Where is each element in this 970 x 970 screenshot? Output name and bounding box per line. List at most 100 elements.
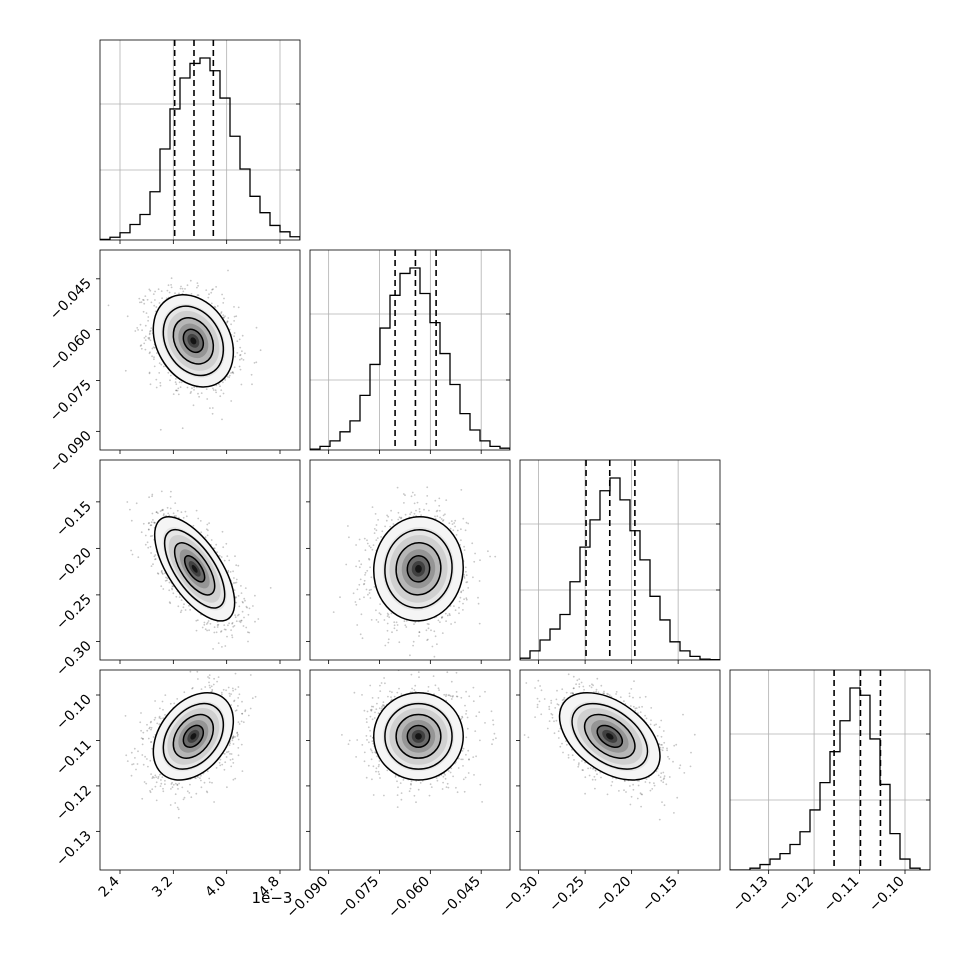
sample-point xyxy=(147,546,150,549)
sample-point xyxy=(236,340,239,343)
sample-point xyxy=(155,511,158,513)
sample-point xyxy=(370,619,373,621)
sample-point xyxy=(149,383,152,386)
sample-point xyxy=(178,292,180,295)
sample-point xyxy=(147,316,150,318)
sample-point xyxy=(203,623,206,626)
sample-point xyxy=(159,773,161,776)
sample-point xyxy=(239,346,242,349)
sample-point xyxy=(460,528,462,531)
sample-point xyxy=(153,365,156,368)
sample-point xyxy=(165,576,167,579)
sample-point xyxy=(458,606,460,609)
sample-point xyxy=(161,509,164,512)
sample-point xyxy=(205,388,208,390)
sample-point xyxy=(144,534,147,537)
sample-point xyxy=(206,621,209,624)
sample-point xyxy=(130,751,133,754)
sample-point xyxy=(235,578,238,581)
sample-point xyxy=(207,620,210,622)
sample-point xyxy=(433,630,436,633)
contour-line xyxy=(183,555,206,583)
sample-point xyxy=(363,579,366,582)
sample-point xyxy=(371,548,374,551)
sample-point xyxy=(446,614,449,617)
panels-layer: 2.4 3.2 4.0 4.8 −0.090 −0.075 −0.060 −0.045 −0.3… xyxy=(47,39,931,921)
sample-point xyxy=(444,513,446,516)
sample-point xyxy=(241,334,244,337)
sample-point xyxy=(154,290,157,293)
sample-point xyxy=(397,511,400,514)
sample-point xyxy=(234,688,237,691)
sample-point xyxy=(360,563,363,566)
sample-point xyxy=(160,509,163,512)
sample-point xyxy=(196,294,199,296)
sample-point xyxy=(183,796,186,799)
sample-point xyxy=(131,763,134,766)
sample-point xyxy=(195,792,198,795)
sample-point xyxy=(176,509,179,512)
sample-point xyxy=(418,631,421,634)
sample-point xyxy=(426,623,429,625)
sample-point xyxy=(231,634,233,637)
sample-point xyxy=(237,686,240,688)
sample-point xyxy=(426,639,428,641)
sample-point xyxy=(354,601,357,603)
contour-line xyxy=(152,293,235,388)
sample-point xyxy=(182,516,185,519)
sample-point xyxy=(431,645,434,648)
sample-point xyxy=(362,583,365,586)
sample-point xyxy=(151,777,154,779)
sample-point xyxy=(384,525,386,528)
density-fill xyxy=(190,337,197,345)
sample-point xyxy=(425,629,428,632)
sample-point xyxy=(442,520,444,522)
contour-line xyxy=(395,542,442,596)
density-panel-1-0 xyxy=(96,249,301,454)
sample-point xyxy=(189,279,192,282)
sample-point xyxy=(139,301,141,304)
sample-point xyxy=(177,788,179,790)
sample-point xyxy=(163,513,165,515)
sample-point xyxy=(243,616,245,619)
sample-point xyxy=(364,571,367,574)
sample-point xyxy=(175,389,178,392)
sample-point xyxy=(150,524,153,527)
sample-point xyxy=(162,514,165,517)
sample-point xyxy=(166,577,169,580)
sample-point xyxy=(381,530,384,533)
sample-point xyxy=(148,372,151,375)
sample-point xyxy=(223,628,226,631)
sample-point xyxy=(148,333,151,336)
sample-point xyxy=(206,629,209,632)
sample-point xyxy=(197,776,199,778)
sample-point xyxy=(175,383,178,386)
sample-point xyxy=(229,571,232,573)
sample-point xyxy=(494,555,497,558)
sample-point xyxy=(223,297,225,300)
sample-point xyxy=(205,623,208,625)
panel-border xyxy=(99,459,301,661)
sample-point xyxy=(164,572,166,575)
sample-point xyxy=(146,298,149,301)
sample-point xyxy=(413,502,416,505)
sample-point xyxy=(168,589,171,592)
sample-point xyxy=(166,579,168,582)
sample-point xyxy=(368,557,370,560)
sample-point xyxy=(228,622,231,625)
sample-point xyxy=(236,614,239,617)
sample-point xyxy=(168,601,171,603)
sample-point xyxy=(140,347,143,350)
sample-point xyxy=(228,667,230,669)
sample-point xyxy=(184,609,187,611)
histogram-step-line xyxy=(100,57,300,240)
sample-point xyxy=(172,393,175,395)
sample-point xyxy=(180,599,183,601)
sample-point xyxy=(162,588,165,590)
sample-point xyxy=(254,594,256,597)
sample-point xyxy=(153,521,156,524)
sample-point xyxy=(454,525,456,528)
sample-point xyxy=(220,312,223,314)
sample-point xyxy=(145,782,148,785)
sample-point xyxy=(448,613,451,615)
